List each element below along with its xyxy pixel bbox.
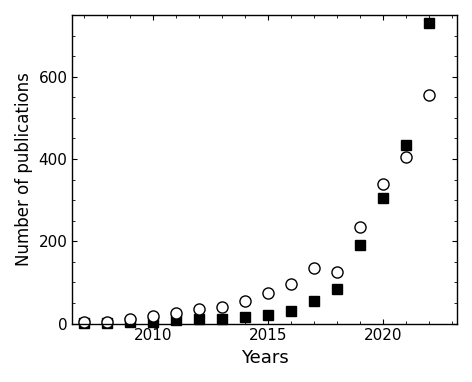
nanozymes bbox=[380, 196, 386, 201]
Line: peroxidase-like: peroxidase-like bbox=[78, 90, 435, 328]
nanozymes bbox=[427, 21, 432, 26]
nanozymes bbox=[81, 321, 87, 325]
peroxidase-like bbox=[288, 282, 294, 287]
peroxidase-like bbox=[219, 305, 225, 309]
peroxidase-like bbox=[127, 317, 133, 322]
peroxidase-like bbox=[265, 290, 271, 295]
nanozymes bbox=[104, 320, 110, 325]
nanozymes bbox=[312, 299, 317, 303]
peroxidase-like bbox=[150, 314, 156, 319]
peroxidase-like bbox=[81, 320, 87, 325]
peroxidase-like bbox=[335, 270, 340, 274]
peroxidase-like bbox=[404, 155, 409, 159]
nanozymes bbox=[404, 142, 409, 147]
nanozymes bbox=[173, 318, 179, 322]
nanozymes bbox=[150, 319, 156, 324]
peroxidase-like bbox=[242, 299, 248, 303]
nanozymes bbox=[242, 315, 248, 320]
peroxidase-like bbox=[312, 266, 317, 270]
nanozymes bbox=[288, 309, 294, 314]
nanozymes bbox=[357, 243, 363, 248]
peroxidase-like bbox=[427, 93, 432, 97]
nanozymes bbox=[127, 320, 133, 325]
peroxidase-like bbox=[357, 225, 363, 229]
nanozymes bbox=[265, 313, 271, 318]
nanozymes bbox=[219, 316, 225, 321]
nanozymes bbox=[335, 286, 340, 291]
peroxidase-like bbox=[196, 307, 202, 311]
Line: nanozymes: nanozymes bbox=[79, 18, 434, 328]
peroxidase-like bbox=[173, 311, 179, 316]
peroxidase-like bbox=[380, 181, 386, 186]
Y-axis label: Number of publications: Number of publications bbox=[15, 72, 33, 266]
nanozymes bbox=[196, 317, 202, 322]
X-axis label: Years: Years bbox=[241, 349, 288, 367]
peroxidase-like bbox=[104, 319, 110, 324]
